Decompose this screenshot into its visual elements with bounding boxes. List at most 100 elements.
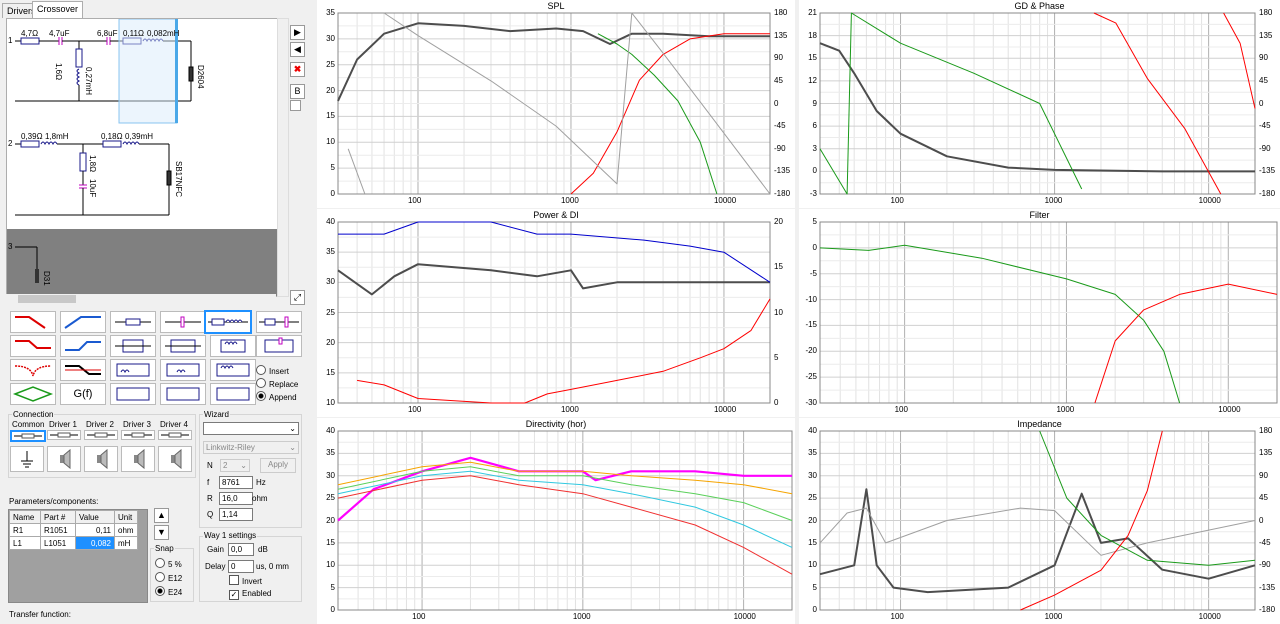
way1-shunt-r-label: 1,6Ω (54, 63, 63, 81)
delay-unit: us, 0 mm (256, 562, 289, 571)
impedance-chart[interactable]: Impedance 40 35 30 25 20 15 10 5 0 180 135 90 45 0 -45 -… (799, 418, 1280, 624)
y-tick-label: 40 (326, 217, 335, 226)
table-row[interactable]: R1 R1051 0,11 ohm (9, 523, 138, 537)
wizard-group (199, 414, 302, 528)
schematic-hscroll[interactable] (6, 294, 276, 304)
tab-crossover[interactable]: Crossover (32, 1, 84, 18)
connection-driver-4-button[interactable] (158, 430, 192, 440)
y2-tick-label: -180 (1259, 605, 1276, 614)
move-up-icon[interactable]: ▲ (154, 508, 169, 523)
network-b-button[interactable] (160, 383, 206, 405)
network-c-button[interactable] (210, 383, 256, 405)
apply-button[interactable]: Apply (260, 458, 296, 473)
hscroll-thumb[interactable] (18, 295, 76, 303)
parallel-rl-button[interactable] (160, 335, 206, 357)
connection-driver-1-button[interactable] (47, 430, 81, 440)
series-capacitor-button[interactable] (160, 311, 206, 333)
y-tick-label: 35 (808, 448, 817, 458)
table-row[interactable]: L1 L1051 0,082 mH (9, 536, 138, 550)
y2-tick-label: 0 (1259, 515, 1264, 525)
spl-chart[interactable]: SPL 35 30 25 20 15 10 5 0 180 135 90 45 0 -45 -90 -135 -1… (317, 0, 795, 208)
replace-radio[interactable]: Replace (256, 378, 298, 390)
series-rlc-button[interactable] (256, 311, 302, 333)
snap-title: Snap (154, 544, 175, 553)
alignment-select[interactable]: Linkwitz-Riley ⌄ (203, 441, 299, 454)
parallel-rlc-button[interactable] (256, 335, 302, 357)
x-tick-label: 1000 (1056, 405, 1075, 414)
plot-frame (819, 221, 1278, 404)
lcr-network-button[interactable] (160, 359, 206, 381)
connection-driver-3-button[interactable] (121, 430, 155, 440)
lowpass-filter-button[interactable] (10, 311, 56, 333)
series-inductor-button[interactable] (204, 310, 252, 334)
plot-frame (337, 12, 771, 195)
highpass-filter-button[interactable] (60, 311, 106, 333)
gain-input[interactable]: 0,0 (228, 543, 254, 556)
x-tick-label: 10000 (713, 405, 737, 414)
lowpass-2-button[interactable] (10, 335, 56, 357)
speaker-icon[interactable] (84, 446, 118, 472)
y2-tick-label: -135 (1259, 166, 1276, 176)
y2-tick-label: 180 (1259, 8, 1273, 17)
plot-svg (337, 12, 771, 195)
connection-driver-2-button[interactable] (84, 430, 118, 440)
x-tick-label: 10000 (1198, 612, 1221, 621)
snap-5pct-radio[interactable]: 5 % (155, 558, 182, 570)
y-tick-label: 12 (808, 75, 817, 85)
shelf-button[interactable] (60, 359, 106, 381)
delay-input[interactable]: 0 (228, 560, 254, 573)
highpass-2-button[interactable] (60, 335, 106, 357)
parallel-lc-button[interactable] (210, 335, 256, 357)
move-down-icon[interactable]: ▼ (154, 525, 169, 540)
series-line (819, 244, 1181, 404)
snap-e24-radio[interactable]: E24 (155, 586, 182, 598)
bandpass-button[interactable] (10, 383, 56, 405)
series-line (819, 488, 1256, 594)
ground-icon[interactable] (10, 446, 44, 472)
transfer-function-button[interactable]: G(f) (60, 383, 106, 405)
speaker-icon[interactable] (121, 446, 155, 472)
connection-common-button[interactable] (10, 430, 46, 442)
series-resistor-button[interactable] (110, 311, 156, 333)
invert-checkbox-box (229, 575, 239, 585)
order-select[interactable]: 2 ⌄ (220, 459, 250, 472)
y-tick-label: 15 (326, 537, 335, 547)
fit-view-icon[interactable]: ⤢ (290, 290, 305, 305)
snap-e12-radio[interactable]: E12 (155, 572, 182, 584)
insert-radio[interactable]: Insert (256, 365, 289, 377)
schematic-vscroll[interactable] (277, 18, 289, 297)
move-left-icon[interactable]: ◀ (290, 42, 305, 57)
schematic-canvas[interactable]: 1 4,7Ω 4,7uF 6,8uF 0,11Ω 0,082mH 1,6Ω 0,… (6, 18, 278, 297)
component-palette: G(f) (10, 310, 302, 407)
gd-phase-chart[interactable]: GD & Phase 21 18 15 12 9 6 3 0 -3 180 135 90 45 0 -45 -9… (799, 0, 1280, 208)
wizard-type-select[interactable]: ⌄ (203, 422, 299, 435)
trap-button[interactable] (210, 359, 256, 381)
resistance-input[interactable]: 16,0 (219, 492, 253, 505)
frequency-input[interactable]: 8761 (219, 476, 253, 489)
filter-chart[interactable]: Filter 5 0 -5 -10 -15 -20 -25 -30 100 1000 10000 (799, 209, 1280, 417)
move-right-icon[interactable]: ▶ (290, 25, 305, 40)
y-tick-label: -10 (805, 294, 817, 304)
speaker-icon[interactable] (47, 446, 81, 472)
power-di-chart[interactable]: Power & DI 40 35 30 25 20 15 10 20 15 10 5 0 100 1000 1… (317, 209, 795, 417)
params-table-area[interactable]: Name Part # Value Unit R1 R1051 0,11 ohm L1 L10… (8, 509, 148, 603)
append-radio[interactable]: Append (256, 391, 297, 403)
toggle-checkbox[interactable] (290, 100, 301, 111)
x-tick-label: 100 (890, 196, 904, 205)
snap-e24-dot (155, 586, 165, 596)
notch-button[interactable] (10, 359, 56, 381)
series-line (819, 12, 1083, 195)
parallel-rc-button[interactable] (110, 335, 156, 357)
series-line (570, 33, 770, 195)
speaker-icon[interactable] (158, 446, 192, 472)
q-input[interactable]: 1,14 (219, 508, 253, 521)
zobel-button[interactable] (110, 359, 156, 381)
enabled-checkbox[interactable]: ✓ Enabled (229, 589, 272, 600)
way1-cap2-label: 6,8uF (97, 29, 118, 38)
directivity-chart[interactable]: Directivity (hor) 40 35 30 25 20 15 10 5 0 100 1000… (317, 418, 795, 624)
invert-checkbox[interactable]: Invert (229, 575, 262, 587)
b-button[interactable]: B (290, 84, 305, 99)
delete-icon[interactable]: ✖ (290, 62, 305, 77)
x-tick-label: 100 (407, 405, 422, 414)
network-a-button[interactable] (110, 383, 156, 405)
